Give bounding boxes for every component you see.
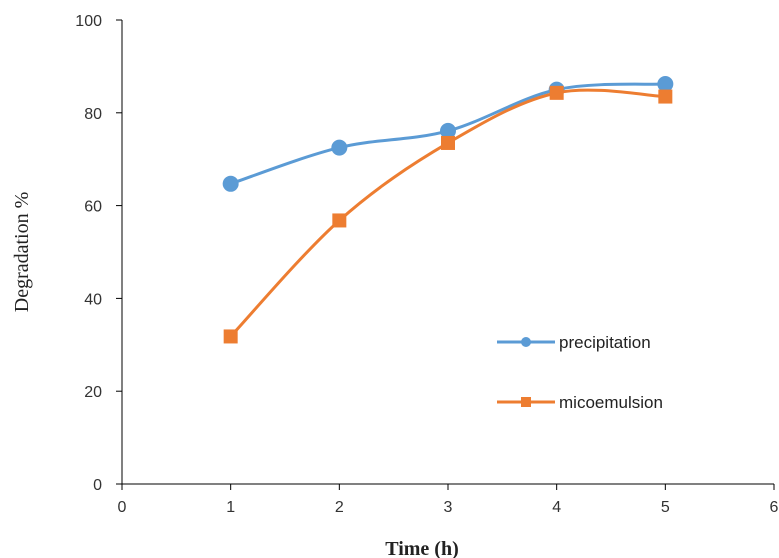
y-tick-label: 20 [84,384,102,401]
x-tick-label: 5 [661,499,670,516]
data-point-micoemulsion [549,85,564,100]
y-tick-label: 40 [84,291,102,308]
x-tick-label: 6 [770,499,779,516]
x-axis-title: Time (h) [385,538,459,558]
data-point-micoemulsion [441,135,455,150]
legend-label-precipitation: precipitation [559,333,651,352]
x-tick-label: 0 [118,499,127,516]
data-point-micoemulsion [658,89,673,104]
legend: precipitation micoemulsion [497,333,663,412]
x-tick-label: 3 [444,499,453,516]
data-point-precipitation [222,175,239,192]
y-tick-label: 100 [75,13,102,30]
legend-label-micoemulsion: micoemulsion [559,393,663,412]
series-layer [222,76,674,344]
data-point-micoemulsion [332,213,347,228]
legend-marker-micoemulsion [521,397,531,407]
x-tick-label: 4 [552,499,561,516]
x-tick-label: 1 [226,499,235,516]
y-ticks: 0 20 40 60 80 100 [75,13,122,494]
data-point-precipitation [331,139,348,156]
data-point-precipitation [657,76,674,93]
x-tick-label: 2 [335,499,344,516]
data-point-micoemulsion [223,329,238,344]
y-tick-label: 60 [84,199,102,216]
y-axis-title: Degradation % [11,192,33,313]
x-ticks: 0 1 2 3 4 5 6 [118,484,779,516]
legend-marker-precipitation [521,337,531,347]
data-point-precipitation [440,122,456,139]
y-tick-label: 0 [93,477,102,494]
axes [121,20,774,485]
y-tick-label: 80 [84,106,102,123]
